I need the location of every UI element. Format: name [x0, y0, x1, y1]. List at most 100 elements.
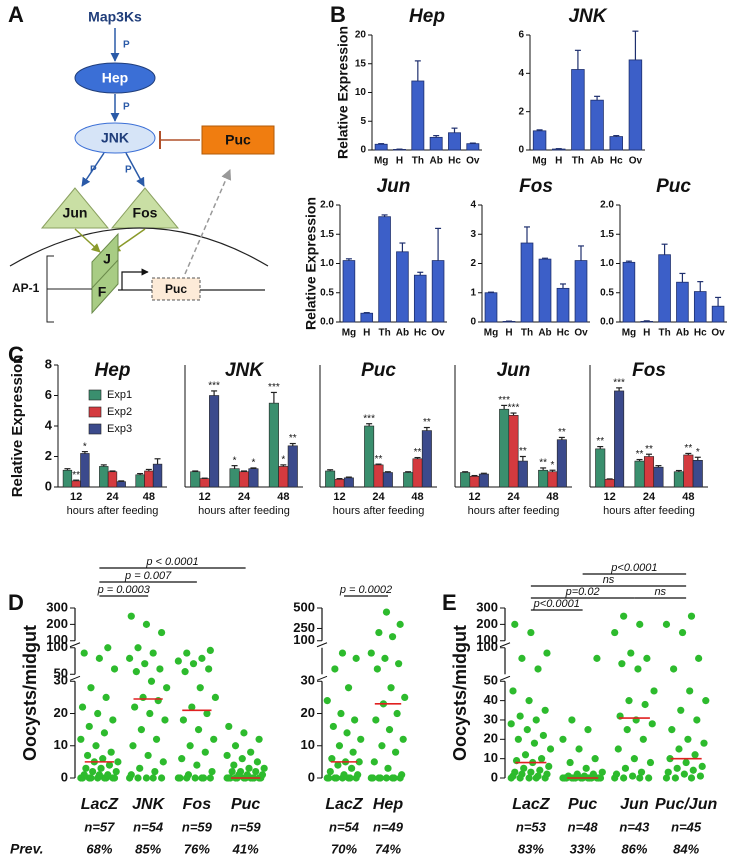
data-point: [228, 767, 236, 776]
data-point: [205, 665, 213, 673]
data-point: [131, 703, 139, 711]
data-point: [673, 764, 681, 772]
data-point: [543, 770, 551, 778]
bar: [571, 69, 585, 151]
bar: [574, 260, 588, 323]
node-label: F: [98, 284, 107, 300]
x-tick-label: 24: [643, 491, 656, 503]
data-point: [343, 729, 351, 737]
y-tick-label: 0: [308, 769, 315, 784]
group-label: LacZ: [81, 796, 120, 813]
data-point: [620, 774, 628, 782]
y-tick-label: 15: [355, 58, 367, 69]
node: [74, 62, 156, 94]
y-tick-label: 0: [45, 478, 52, 493]
y-tick-label: 1.0: [320, 258, 334, 269]
data-point: [260, 764, 268, 772]
y-tick-label: 40: [484, 692, 498, 707]
y-tick-label: 0: [61, 769, 68, 784]
y-tick-label: 100: [46, 639, 68, 654]
data-point: [87, 774, 95, 782]
data-point: [559, 735, 567, 743]
legend-swatch: [88, 423, 102, 435]
data-point: [628, 772, 637, 780]
data-point: [334, 761, 342, 769]
x-tick-label: 48: [411, 491, 423, 503]
data-point: [534, 665, 542, 673]
y-tick-label: 1: [470, 287, 476, 298]
y-tick-label: 20: [355, 30, 367, 41]
p-value-label: ns: [603, 574, 615, 586]
data-point: [127, 771, 135, 779]
data-point: [639, 735, 647, 743]
axis-break: [499, 642, 511, 648]
node-label: J: [103, 251, 111, 267]
y-tick-label: 6: [45, 387, 52, 402]
chart-title: JNK: [568, 6, 607, 27]
data-point: [521, 751, 530, 759]
data-point: [178, 755, 186, 763]
data-point: [636, 774, 644, 782]
group-label: Jun: [620, 796, 649, 813]
axis-break: [69, 675, 81, 681]
chart-title: Puc: [656, 176, 691, 197]
promoter-arrow: [121, 268, 149, 290]
bar: [590, 99, 604, 151]
x-tick-label: Th: [412, 156, 424, 167]
data-point: [614, 745, 622, 753]
y-tick-label: 2.0: [320, 200, 334, 211]
bar: [144, 470, 154, 488]
x-tick-label: H: [643, 328, 650, 339]
data-point: [387, 684, 395, 692]
data-point: [104, 771, 112, 779]
significance-label: ***: [613, 378, 625, 389]
data-point: [245, 764, 253, 772]
chart-title: Hep: [95, 360, 131, 381]
bar: [460, 472, 471, 488]
x-tick-label: Hc: [448, 156, 461, 167]
group-label: Fos: [183, 796, 212, 813]
data-point: [137, 726, 145, 734]
y-tick-label: 10: [484, 750, 498, 765]
data-point: [620, 612, 628, 620]
legend-label: Exp3: [107, 423, 132, 435]
x-tick-label: H: [396, 156, 403, 167]
data-point: [325, 774, 333, 782]
y-axis-label: Relative Expression: [303, 197, 319, 330]
y-tick-label: 30: [484, 711, 498, 726]
data-point: [511, 768, 519, 776]
bar: [484, 292, 498, 323]
data-point: [80, 649, 88, 657]
bar: [342, 260, 356, 323]
y-tick-label: 0.5: [320, 287, 334, 298]
chart-title: Fos: [519, 176, 553, 197]
data-point: [541, 706, 549, 714]
x-axis-label: hours after feeding: [67, 505, 159, 517]
bar: [547, 471, 558, 488]
group-label: Puc/Jun: [655, 796, 717, 813]
data-point: [340, 771, 348, 779]
node: [201, 125, 275, 155]
bar: [71, 480, 81, 488]
prevalence-label: 68%: [86, 841, 112, 856]
data-point: [332, 774, 340, 782]
x-tick-label: 12: [468, 491, 480, 503]
data-point: [147, 677, 156, 685]
bar: [538, 258, 552, 323]
data-point: [193, 761, 201, 769]
y-axis-label: Relative Expression: [335, 26, 351, 159]
data-point: [636, 620, 644, 628]
data-point: [92, 742, 100, 750]
data-point: [369, 774, 377, 782]
data-point: [85, 722, 93, 731]
data-point: [695, 654, 703, 662]
data-point: [396, 620, 404, 628]
bar: [508, 415, 519, 488]
bar: [628, 59, 643, 151]
divider: [91, 259, 119, 289]
y-tick-label: 250: [293, 620, 315, 635]
x-tick-label: 48: [143, 491, 155, 503]
data-point: [527, 628, 535, 637]
data-point: [536, 766, 544, 774]
data-point: [151, 767, 159, 776]
